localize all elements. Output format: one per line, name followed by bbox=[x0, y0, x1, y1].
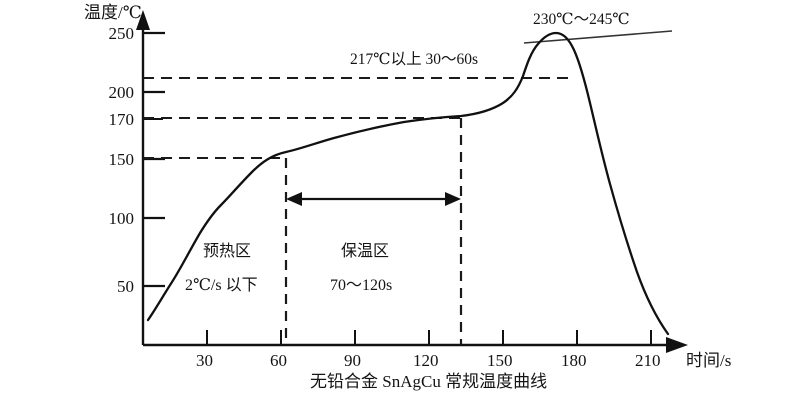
x-tick-label-180: 180 bbox=[561, 351, 587, 370]
reference-lines-vertical bbox=[284, 118, 463, 345]
y-tick-label-50: 50 bbox=[117, 277, 134, 296]
y-axis-title: 温度/℃ bbox=[84, 3, 142, 22]
preheat-zone-rate: 2℃/s 以下 bbox=[185, 277, 258, 294]
x-tick-label-120: 120 bbox=[413, 351, 439, 370]
y-axis bbox=[136, 10, 165, 345]
temperature-curve bbox=[146, 31, 670, 336]
x-tick-label-150: 150 bbox=[487, 351, 513, 370]
x-tick-label-90: 90 bbox=[344, 351, 361, 370]
x-tick-label-30: 30 bbox=[196, 351, 213, 370]
x-tick-label-210: 210 bbox=[635, 351, 661, 370]
soak-zone-duration: 70～120s bbox=[330, 277, 393, 294]
figure-caption: 无铅合金 SnAgCu 常规温度曲线 bbox=[310, 372, 548, 391]
soak-zone-arrow bbox=[286, 192, 461, 206]
x-axis bbox=[143, 330, 688, 353]
reference-lines-horizontal bbox=[143, 77, 570, 159]
y-tick-label-170: 170 bbox=[108, 110, 135, 129]
y-tick-label-200: 200 bbox=[108, 83, 135, 102]
peak-range-annotation: 230℃～245℃ bbox=[533, 11, 630, 28]
x-axis-title: 时间/s bbox=[686, 351, 732, 370]
y-tick-label-250: 250 bbox=[108, 24, 135, 43]
x-tick-label-60: 60 bbox=[270, 351, 287, 370]
y-tick-label-100: 100 bbox=[108, 209, 135, 228]
above-217-annotation: 217℃以上 30～60s bbox=[350, 51, 478, 68]
y-tick-label-150: 150 bbox=[108, 150, 135, 169]
preheat-zone-title: 预热区 bbox=[203, 243, 252, 260]
soak-zone-title: 保温区 bbox=[341, 243, 390, 260]
peak-callout-leader bbox=[523, 30, 673, 44]
